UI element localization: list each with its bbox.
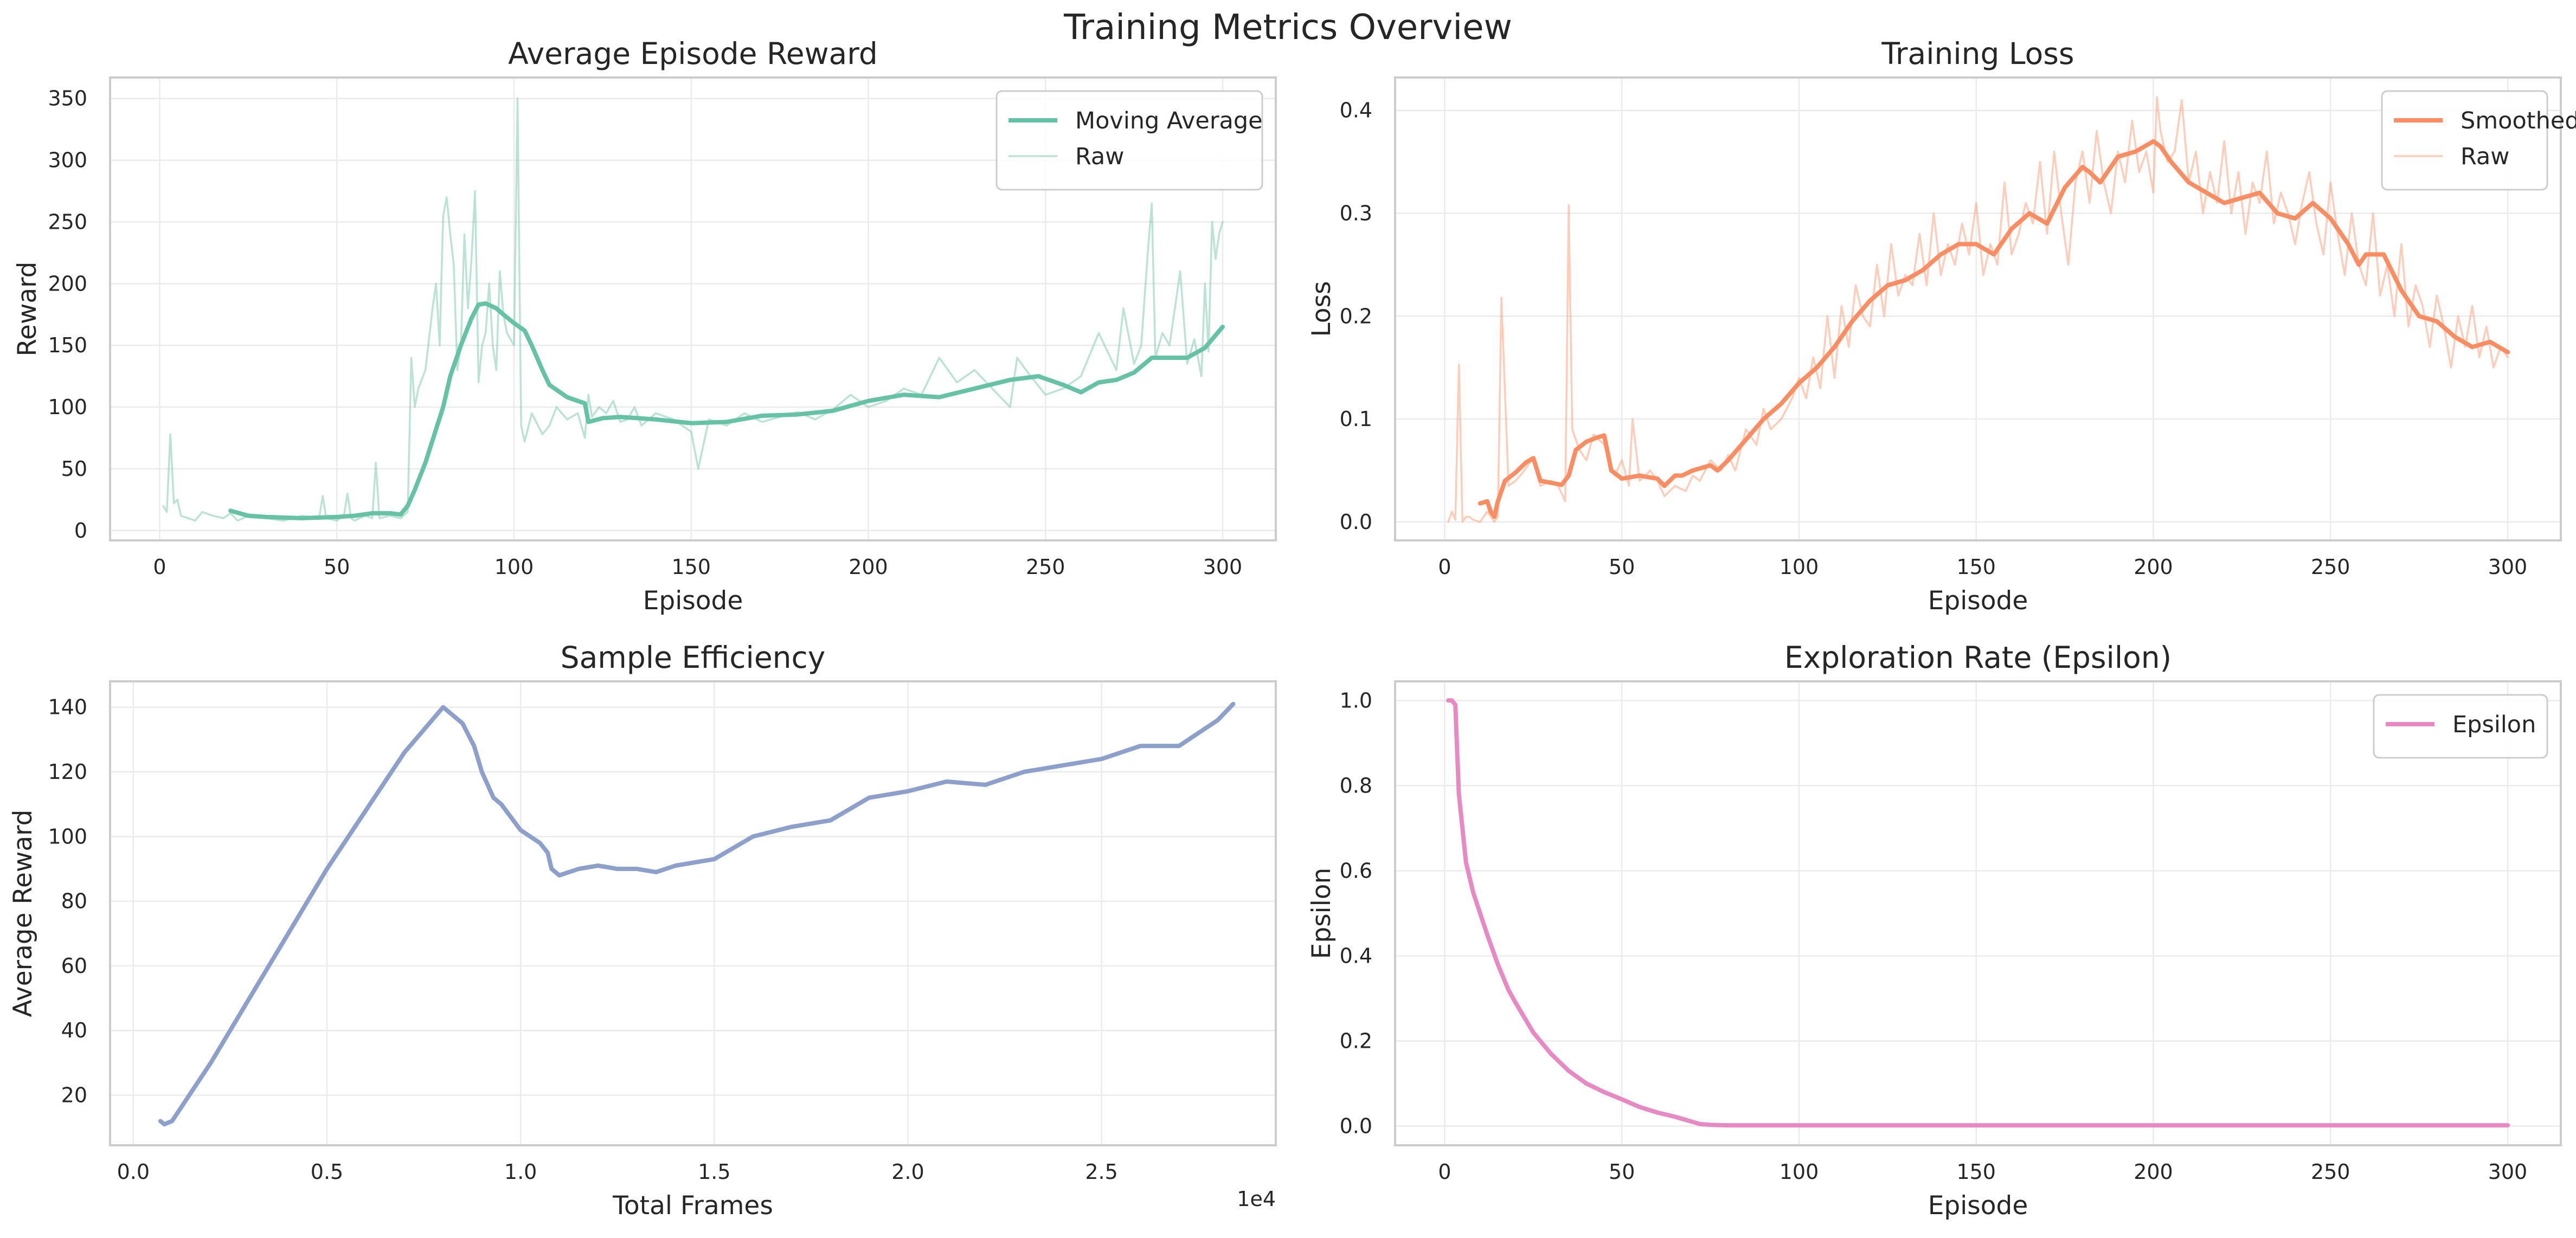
x-tick-label: 0 [1438, 555, 1451, 579]
x-tick-label: 200 [2134, 1160, 2173, 1184]
x-tick-label: 1.5 [698, 1160, 730, 1184]
y-axis-label: Epsilon [1307, 868, 1337, 959]
x-tick-label: 0 [1438, 1160, 1451, 1184]
series-line-epsilon [1446, 698, 2510, 1128]
x-tick-label: 100 [494, 555, 534, 579]
y-tick-label: 0.2 [1340, 1029, 1372, 1053]
y-tick-label: 150 [48, 333, 87, 357]
legend-box [2373, 694, 2548, 759]
y-axis-label: Average Reward [8, 810, 38, 1017]
x-axis-label: Episode [1928, 586, 2028, 616]
axes-frame [109, 680, 1277, 1146]
y-tick-label: 0.0 [1340, 1114, 1372, 1138]
legend-entry: Raw [2461, 143, 2509, 170]
legend-entry: Raw [1075, 143, 1124, 170]
x-tick-label: 300 [2488, 1160, 2528, 1184]
x-tick-label: 250 [1026, 555, 1065, 579]
plot-area [1395, 78, 2561, 540]
y-tick-label: 0 [74, 519, 87, 543]
x-tick-label: 200 [849, 555, 888, 579]
y-tick-label: 0.2 [1340, 304, 1372, 328]
y-tick-label: 350 [48, 87, 87, 111]
y-tick-label: 0.1 [1340, 407, 1372, 431]
y-tick-label: 0.6 [1340, 859, 1372, 882]
x-axis-label: Total Frames [612, 1191, 773, 1221]
y-tick-label: 100 [48, 395, 87, 419]
x-tick-label: 150 [671, 555, 711, 579]
x-tick-label: 0.0 [117, 1160, 150, 1184]
x-axis-label: Episode [1928, 1191, 2028, 1221]
x-tick-label: 250 [2311, 1160, 2350, 1184]
y-tick-label: 0.4 [1340, 944, 1372, 968]
y-axis-label: Loss [1307, 281, 1337, 337]
plot-area [1395, 681, 2561, 1145]
x-tick-label: 1.0 [504, 1160, 537, 1184]
legend-box [2381, 90, 2548, 191]
legend-entry: Moving Average [1075, 107, 1263, 134]
chart-title: Exploration Rate (Epsilon) [1784, 640, 2172, 675]
series-line-raw [1447, 96, 2509, 523]
legend-box [995, 90, 1263, 191]
chart-title: Training Loss [1881, 36, 2074, 71]
y-tick-label: 120 [48, 760, 87, 784]
chart-title: Average Episode Reward [508, 36, 878, 71]
x-tick-label: 150 [1956, 1160, 1996, 1184]
x-tick-label: 0.5 [311, 1160, 343, 1184]
y-tick-label: 0.0 [1340, 510, 1372, 534]
y-tick-label: 300 [48, 149, 87, 172]
x-tick-label: 250 [2311, 555, 2350, 579]
y-tick-label: 0.4 [1340, 99, 1372, 122]
x-offset-label: 1e4 [1237, 1187, 1276, 1211]
x-tick-label: 300 [1203, 555, 1243, 579]
x-tick-label: 50 [1609, 555, 1635, 579]
y-tick-label: 200 [48, 272, 87, 295]
series-line-moving-average [228, 301, 1225, 520]
y-tick-label: 40 [61, 1018, 87, 1042]
axes-frame [1394, 680, 2562, 1146]
x-tick-label: 200 [2134, 555, 2173, 579]
figure-title: Training Metrics Overview [1064, 8, 1512, 48]
plot-area [110, 681, 1276, 1145]
x-tick-label: 100 [1780, 555, 1819, 579]
x-tick-label: 300 [2488, 555, 2528, 579]
axes-frame [1394, 76, 2562, 541]
chart-title: Sample Efficiency [561, 640, 826, 675]
axes-frame [109, 76, 1277, 541]
x-tick-label: 100 [1780, 1160, 1819, 1184]
legend-entry: Smoothed [2461, 107, 2576, 134]
series-line-smoothed [1477, 139, 2510, 519]
y-tick-label: 80 [61, 889, 87, 913]
x-tick-label: 50 [324, 555, 350, 579]
y-tick-label: 20 [61, 1084, 87, 1107]
y-tick-label: 0.8 [1340, 773, 1372, 797]
x-axis-label: Episode [643, 586, 743, 616]
series-line-efficiency [158, 701, 1236, 1127]
x-tick-label: 2.5 [1085, 1160, 1117, 1184]
y-tick-label: 250 [48, 210, 87, 234]
x-tick-label: 150 [1956, 555, 1996, 579]
y-tick-label: 60 [61, 954, 87, 978]
x-tick-label: 2.0 [891, 1160, 924, 1184]
y-tick-label: 0.3 [1340, 202, 1372, 225]
y-axis-label: Reward [12, 261, 42, 356]
y-tick-label: 140 [48, 695, 87, 719]
y-tick-label: 50 [61, 457, 87, 481]
x-tick-label: 50 [1609, 1160, 1635, 1184]
y-tick-label: 100 [48, 824, 87, 848]
x-tick-label: 0 [153, 555, 166, 579]
legend-entry: Epsilon [2452, 711, 2536, 738]
y-tick-label: 1.0 [1340, 688, 1372, 712]
